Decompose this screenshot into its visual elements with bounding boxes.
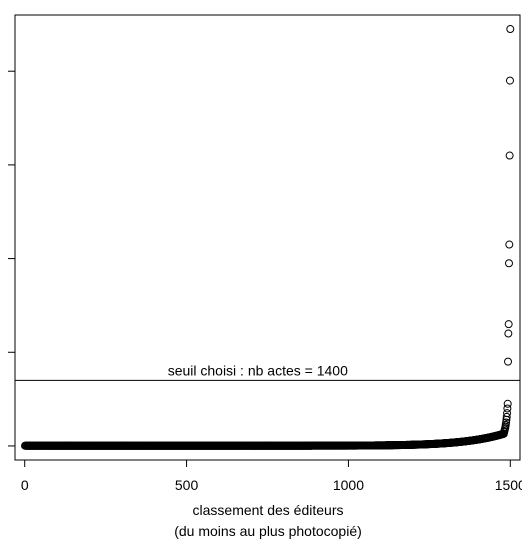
x-axis-label-line1: classement des éditeurs <box>193 502 344 518</box>
plot-frame <box>14 14 521 461</box>
data-point <box>505 76 514 85</box>
data-point <box>504 320 513 329</box>
x-tick-label-1: 500 <box>175 477 199 493</box>
data-points <box>21 25 515 450</box>
data-point <box>503 399 512 408</box>
x-tick-label-3: 1500 <box>495 477 522 493</box>
data-point <box>503 409 512 418</box>
data-point <box>502 418 511 427</box>
data-point <box>504 329 513 338</box>
data-point <box>504 259 513 268</box>
x-axis-label-line2: (du moins au plus photocopié) <box>174 523 362 539</box>
data-point <box>505 240 514 249</box>
y-axis <box>8 70 15 447</box>
data-point <box>505 151 514 160</box>
threshold-label: seuil choisi : nb actes = 1400 <box>168 362 348 378</box>
x-tick-label-2: 1000 <box>333 477 364 493</box>
data-point <box>504 357 513 366</box>
x-axis: 0 500 1000 1500 <box>21 459 522 493</box>
data-point <box>506 25 515 34</box>
data-point <box>502 412 511 421</box>
data-point <box>503 404 512 413</box>
x-tick-label-0: 0 <box>21 477 29 493</box>
